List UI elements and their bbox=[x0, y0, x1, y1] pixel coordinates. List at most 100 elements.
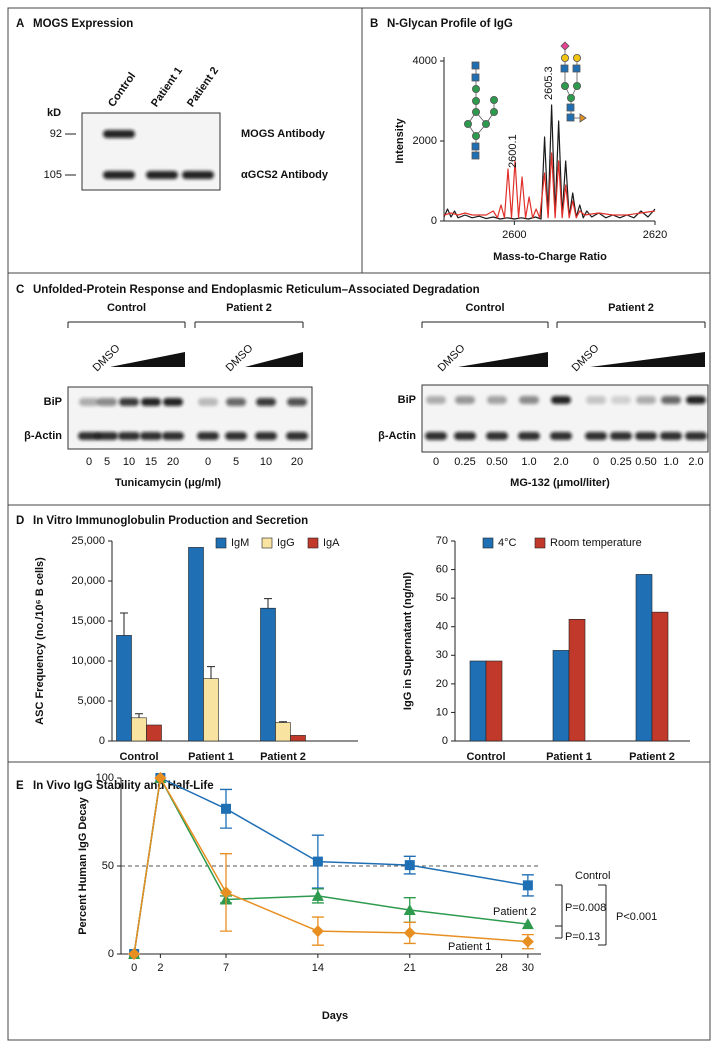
x-tick-label: Patient 2 bbox=[260, 751, 306, 763]
marker bbox=[403, 926, 416, 939]
marker bbox=[221, 803, 231, 814]
y-tick-label: 30 bbox=[436, 649, 448, 661]
y-tick-label: 10,000 bbox=[71, 655, 105, 667]
y-axis-label: Percent Human IgG Decay bbox=[77, 796, 89, 934]
bar bbox=[651, 611, 669, 742]
x-tick-label: Control bbox=[119, 751, 158, 763]
blot-band bbox=[225, 432, 247, 440]
bar bbox=[131, 717, 147, 742]
blot-band bbox=[518, 432, 540, 440]
glycan-icon bbox=[463, 61, 498, 160]
legend-label: IgM bbox=[231, 537, 249, 549]
dose-label: 0 bbox=[205, 456, 211, 468]
y-tick-label: 2000 bbox=[413, 135, 437, 147]
marker bbox=[128, 948, 141, 960]
annotation: P=0.13 bbox=[565, 931, 600, 943]
panel-letter: C bbox=[16, 284, 24, 296]
y-tick-label: 15,000 bbox=[71, 615, 105, 627]
blot-band bbox=[661, 396, 681, 404]
marker bbox=[403, 904, 416, 915]
y-axis-label: Intensity bbox=[394, 118, 406, 164]
x-tick-label: 0 bbox=[131, 962, 137, 974]
marker bbox=[154, 772, 167, 784]
dose-label: 5 bbox=[233, 456, 239, 468]
blot-band bbox=[103, 171, 135, 179]
x-tick-label: 2620 bbox=[643, 229, 667, 241]
band-label: αGCS2 Antibody bbox=[241, 169, 329, 181]
bar bbox=[146, 724, 162, 742]
dose-label: 0.25 bbox=[610, 456, 631, 468]
axis-label: Tunicamycin (μg/ml) bbox=[115, 477, 221, 489]
blot-band bbox=[119, 398, 139, 406]
row-label: β-Actin bbox=[378, 430, 416, 442]
bar bbox=[188, 547, 204, 742]
y-tick-label: 50 bbox=[102, 860, 114, 872]
annotation: P<0.001 bbox=[616, 911, 657, 923]
y-tick-label: 100 bbox=[96, 772, 114, 784]
x-tick-label: Patient 1 bbox=[546, 751, 592, 763]
panel-letter: B bbox=[370, 18, 378, 30]
legend-swatch bbox=[261, 537, 273, 549]
legend-swatch bbox=[482, 537, 494, 549]
group-label: Control bbox=[465, 302, 504, 314]
blot-band bbox=[486, 432, 508, 440]
group-label: Patient 2 bbox=[226, 302, 272, 314]
dose-label: 20 bbox=[291, 456, 303, 468]
blot-band bbox=[96, 432, 118, 440]
axis-label: MG-132 (μmol/liter) bbox=[510, 477, 610, 489]
dose-label: 0 bbox=[86, 456, 92, 468]
series-label: Patient 1 bbox=[448, 941, 491, 953]
blot-band bbox=[686, 396, 706, 404]
marker bbox=[311, 889, 324, 901]
blot-band bbox=[78, 432, 100, 440]
blot-band bbox=[487, 396, 507, 404]
y-tick-label: 5,000 bbox=[77, 695, 105, 707]
blot-band bbox=[197, 432, 219, 440]
dose-wedge bbox=[458, 352, 548, 367]
x-tick-label: 21 bbox=[404, 962, 416, 974]
blot-band bbox=[286, 432, 308, 440]
bar bbox=[485, 660, 503, 742]
bar bbox=[203, 678, 219, 742]
bar bbox=[116, 635, 132, 742]
blot-band bbox=[103, 130, 135, 138]
x-tick-label: 2600 bbox=[502, 229, 526, 241]
dose-label: 2.0 bbox=[688, 456, 703, 468]
series-line bbox=[133, 777, 528, 955]
legend-swatch bbox=[534, 537, 546, 549]
blot-band bbox=[610, 432, 632, 440]
y-tick-label: 40 bbox=[436, 621, 448, 633]
bar bbox=[469, 660, 487, 742]
error-bar bbox=[120, 612, 128, 636]
legend-swatch bbox=[215, 537, 227, 549]
marker-label: 92 bbox=[50, 128, 62, 140]
legend-label: IgG bbox=[277, 537, 295, 549]
blot-band bbox=[636, 396, 656, 404]
y-tick-label: 20 bbox=[436, 678, 448, 690]
blot-band bbox=[79, 398, 99, 406]
x-tick-label: 7 bbox=[223, 962, 229, 974]
legend-swatch bbox=[307, 537, 319, 549]
x-tick-label: Control bbox=[466, 751, 505, 763]
dose-wedge bbox=[110, 352, 185, 367]
x-tick-label: 2 bbox=[157, 962, 163, 974]
error-bar bbox=[279, 721, 287, 723]
y-axis-label: ASC Frequency (no./10⁶ B cells) bbox=[34, 557, 46, 725]
blot-band bbox=[141, 398, 161, 406]
row-label: BiP bbox=[44, 396, 62, 408]
legend-label: IgA bbox=[323, 537, 340, 549]
y-tick-label: 0 bbox=[108, 948, 114, 960]
bar bbox=[260, 607, 276, 742]
dose-label: 0 bbox=[433, 456, 439, 468]
blot-band bbox=[182, 171, 214, 179]
blot-band bbox=[163, 398, 183, 406]
blot-band bbox=[586, 396, 606, 404]
marker bbox=[521, 918, 534, 930]
blot-band bbox=[140, 432, 162, 440]
blot-band bbox=[550, 432, 572, 440]
annotation: 2600.1 bbox=[507, 134, 519, 168]
blot-band bbox=[226, 398, 246, 406]
y-tick-label: 25,000 bbox=[71, 535, 105, 547]
y-tick-label: 0 bbox=[442, 735, 448, 747]
marker bbox=[311, 925, 324, 938]
